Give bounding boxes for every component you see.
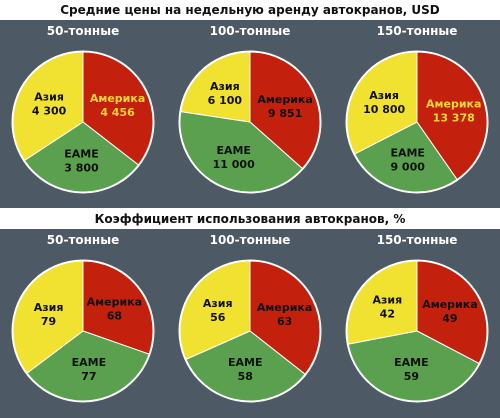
slice-value: 77 bbox=[81, 370, 96, 383]
pie-slice bbox=[185, 330, 306, 402]
slice-value: 68 bbox=[107, 310, 122, 323]
slice-label: Азия bbox=[203, 297, 233, 310]
pie-slice bbox=[346, 51, 418, 155]
pie-slice bbox=[346, 260, 418, 345]
chart-title: 100-тонные bbox=[209, 233, 291, 247]
pie-slice bbox=[12, 260, 84, 374]
slice-label: EAME bbox=[216, 144, 251, 157]
chart-title: 150-тонные bbox=[376, 24, 458, 38]
section-title-utilization: Коэффициент использования автокранов, % bbox=[94, 212, 406, 226]
slice-label: Америка bbox=[257, 301, 312, 314]
pie-slice bbox=[416, 51, 488, 181]
chart-prices-100: 100-тонные Америка 9 851 EAME 11 000 Азия 6 1… bbox=[167, 20, 333, 208]
pie-slice bbox=[82, 51, 154, 166]
slice-value: 6 100 bbox=[208, 94, 243, 107]
slice-label: Америка bbox=[426, 97, 481, 110]
slice-label: EAME bbox=[64, 147, 99, 160]
chart-util-150: 150-тонные Америка 49 EAME 59 Азия 42 bbox=[334, 229, 500, 418]
pie-slice bbox=[12, 51, 84, 162]
slice-value: 10 800 bbox=[363, 103, 405, 116]
pie-slice bbox=[416, 260, 488, 365]
chart-util-50: 50-тонные Америка 68 EAME 77 Азия 79 bbox=[0, 229, 166, 418]
slice-value: 9 851 bbox=[268, 107, 302, 120]
slice-value: 3 800 bbox=[64, 161, 99, 174]
slice-value: 49 bbox=[442, 312, 457, 325]
slice-label: Америка bbox=[422, 298, 477, 311]
chart-prices-50: 50-тонные Америка 4 456 EAME 3 800 Азия 4 300 bbox=[0, 20, 166, 208]
chart-title: 50-тонные bbox=[46, 233, 120, 247]
slice-label: Америка bbox=[87, 296, 142, 309]
pie-slice bbox=[23, 121, 140, 193]
chart-title: 150-тонные bbox=[376, 233, 458, 247]
slice-value: 11 000 bbox=[213, 158, 255, 171]
pie-slice bbox=[249, 51, 321, 170]
slice-label: Азия bbox=[372, 293, 402, 306]
section-title-prices: Средние цены на недельную аренду автокра… bbox=[60, 3, 440, 17]
slice-value: 79 bbox=[41, 315, 56, 328]
slice-value: 42 bbox=[380, 307, 395, 320]
slice-value: 56 bbox=[210, 311, 226, 324]
slice-label: Америка bbox=[257, 93, 312, 106]
slice-value: 4 456 bbox=[100, 106, 135, 119]
slice-label: Азия bbox=[34, 91, 64, 104]
panel-prices: 50-тонные Америка 4 456 EAME 3 800 Азия 4 300… bbox=[0, 20, 500, 208]
slice-label: EAME bbox=[394, 356, 429, 369]
chart-util-100: 100-тонные Америка 63 EAME 58 Азия 56 bbox=[167, 229, 333, 418]
slice-value: 4 300 bbox=[32, 105, 67, 118]
slice-value: 59 bbox=[404, 370, 419, 383]
slice-label: Азия bbox=[34, 301, 64, 314]
pie-slice bbox=[179, 111, 304, 193]
slice-label: Азия bbox=[369, 89, 399, 102]
pie-slice bbox=[354, 121, 458, 193]
slice-label: EAME bbox=[390, 146, 425, 159]
slice-label: Азия bbox=[210, 80, 240, 93]
slice-value: 13 378 bbox=[433, 111, 475, 124]
pie-slice bbox=[26, 330, 150, 402]
slice-value: 58 bbox=[238, 370, 253, 383]
pie-slice bbox=[179, 260, 251, 361]
slice-label: Америка bbox=[90, 92, 145, 105]
slice-label: EAME bbox=[72, 356, 107, 369]
slice-label: EAME bbox=[228, 356, 263, 369]
pie-slice bbox=[347, 330, 480, 402]
chart-prices-150: 150-тонные Америка 13 378 EAME 9 000 Азия 10 … bbox=[334, 20, 500, 208]
pie-slice bbox=[82, 260, 154, 355]
slice-value: 63 bbox=[277, 315, 292, 328]
pie-slice bbox=[249, 260, 321, 375]
chart-title: 100-тонные bbox=[209, 24, 291, 38]
slice-value: 9 000 bbox=[390, 160, 425, 173]
panel-utilization: 50-тонные Америка 68 EAME 77 Азия 79 100-тонн… bbox=[0, 229, 500, 418]
pie-slice bbox=[180, 51, 251, 123]
chart-title: 50-тонные bbox=[46, 24, 120, 38]
